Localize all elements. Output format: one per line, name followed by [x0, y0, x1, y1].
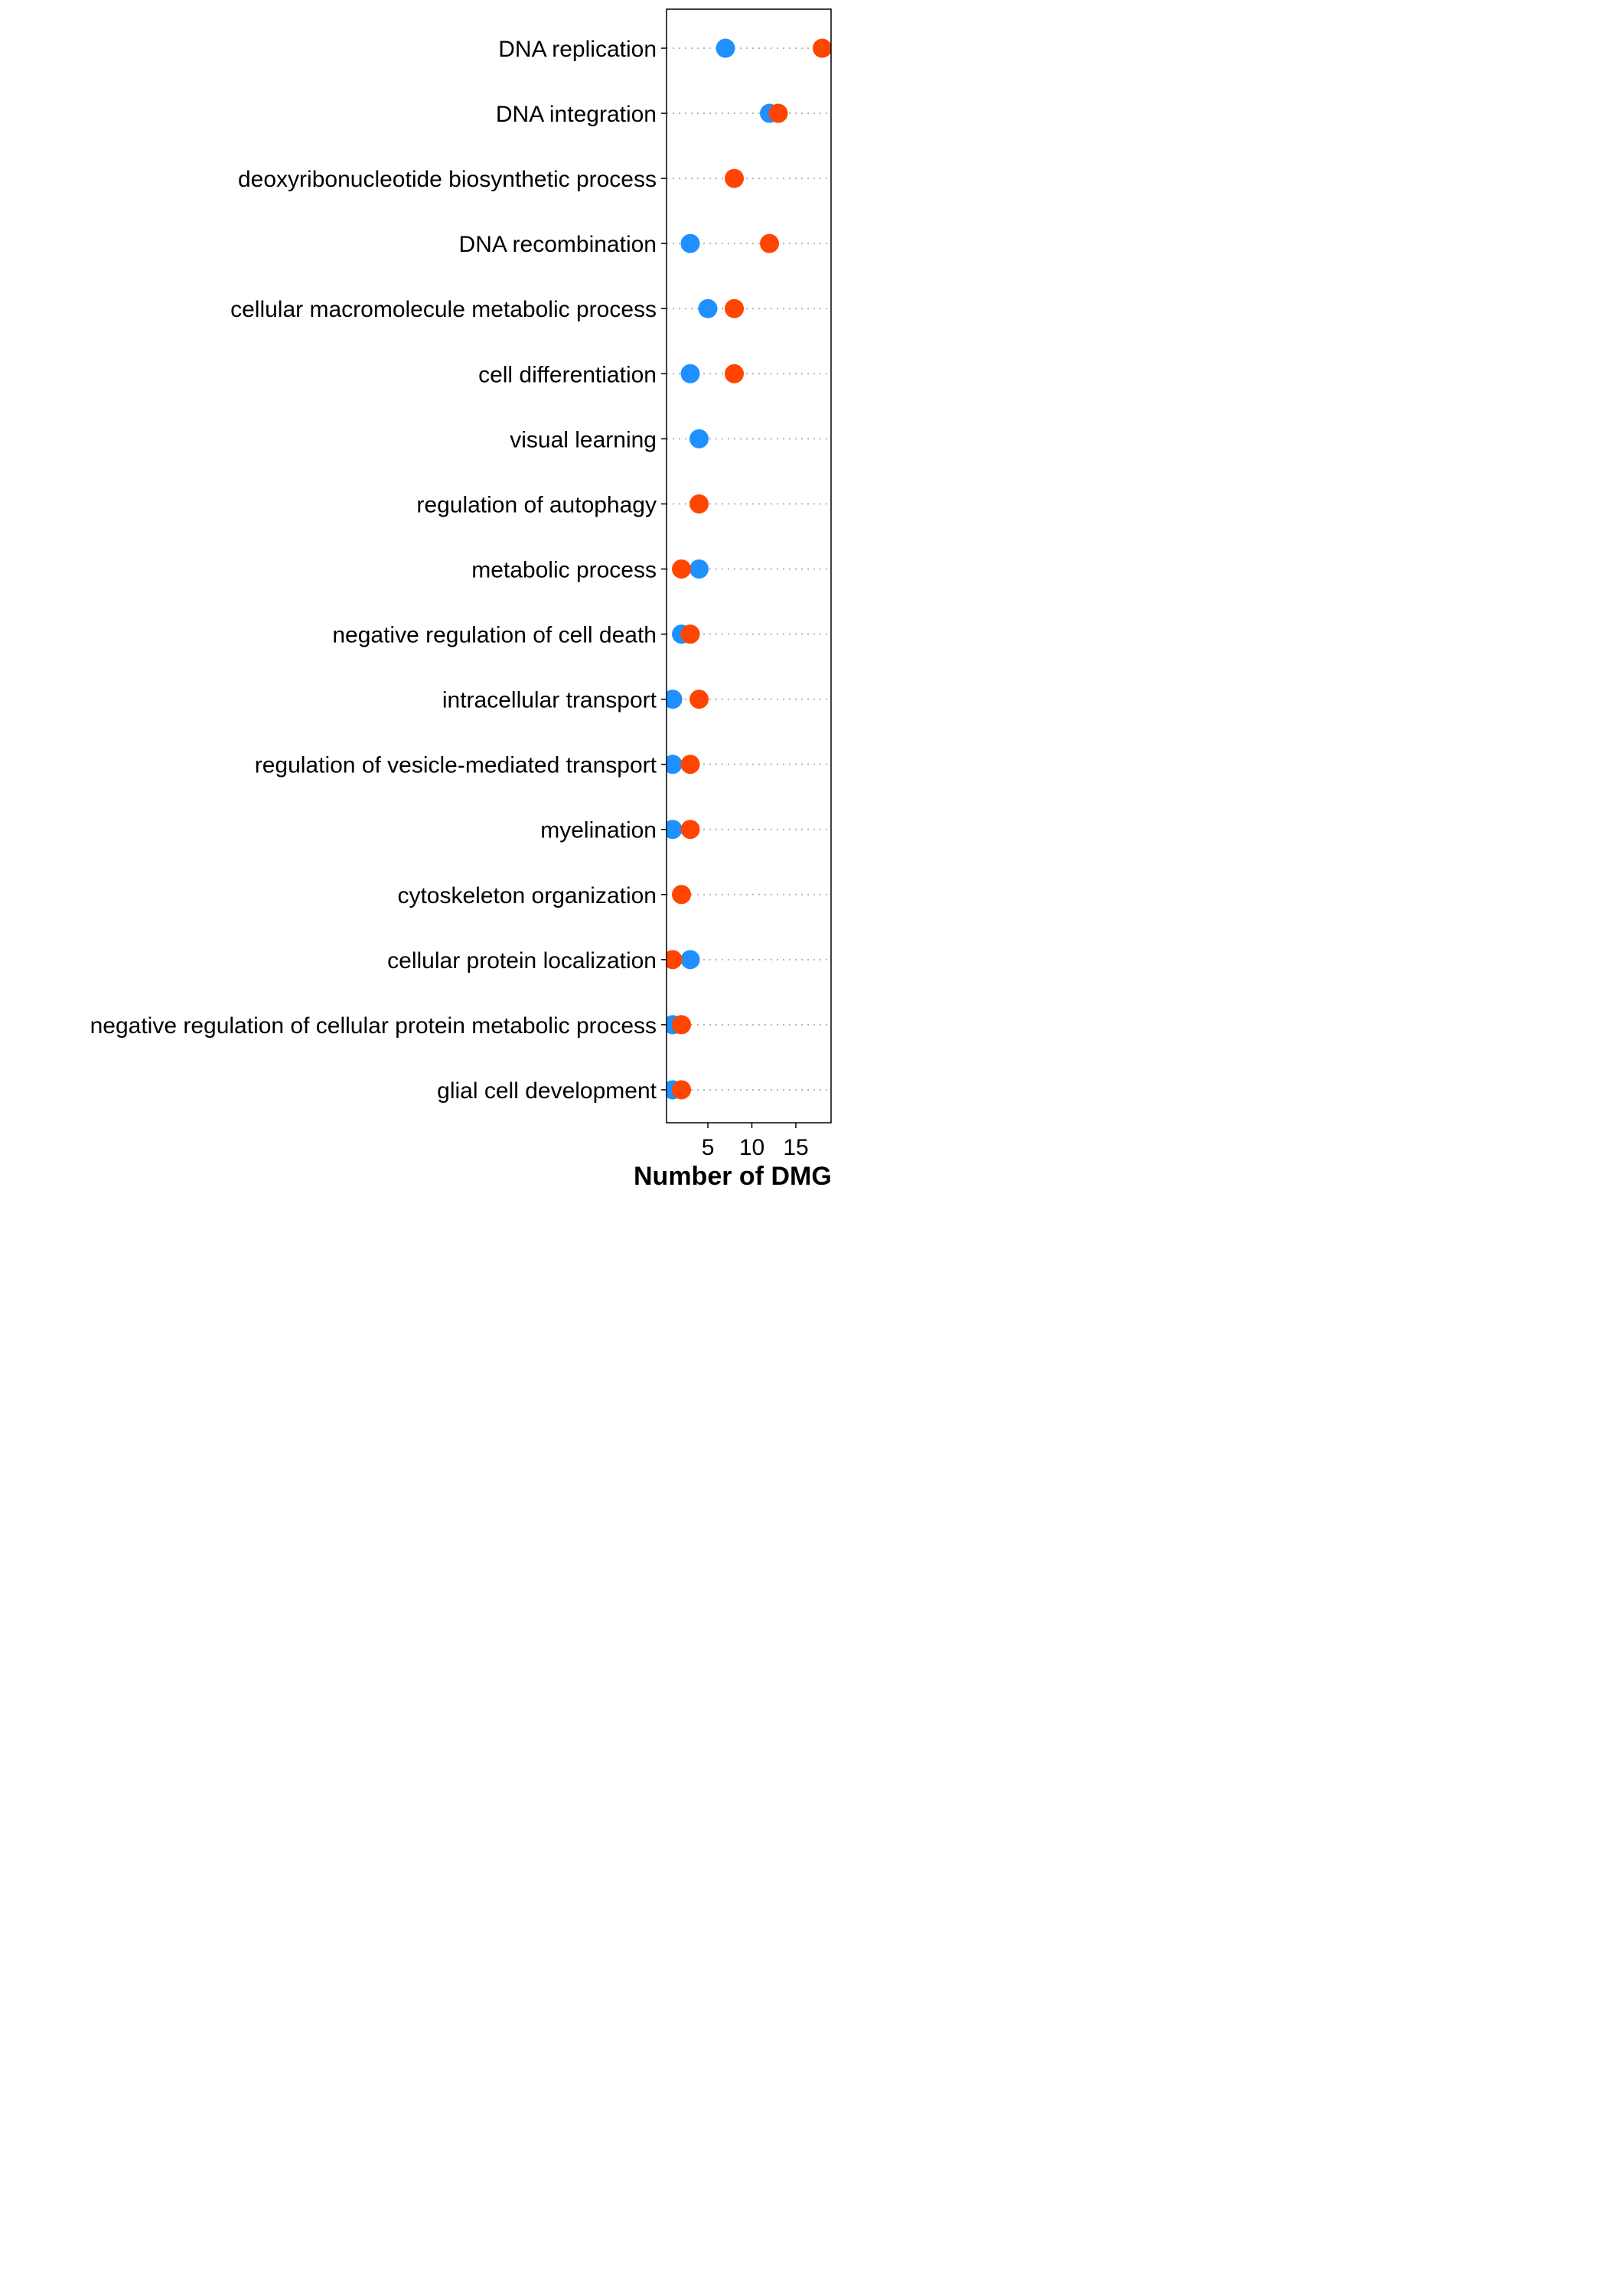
data-point	[672, 1080, 692, 1100]
data-point	[689, 690, 709, 709]
data-point	[725, 364, 745, 383]
data-point	[725, 298, 745, 318]
data-point	[680, 625, 700, 644]
category-label: DNA integration	[496, 102, 657, 127]
data-point	[667, 690, 683, 709]
data-point	[672, 1015, 692, 1035]
guide-lines	[661, 47, 831, 1091]
data-point	[672, 559, 692, 579]
category-label: visual learning	[510, 427, 657, 452]
data-point	[667, 755, 683, 775]
category-label: negative regulation of cellular protein …	[90, 1013, 657, 1039]
x-tick-label: 15	[783, 1135, 808, 1160]
category-label: cytoskeleton organization	[397, 883, 657, 908]
category-label: glial cell development	[437, 1078, 657, 1104]
data-point	[725, 168, 745, 188]
data-point	[680, 364, 700, 383]
category-label: regulation of autophagy	[416, 492, 657, 517]
category-label: deoxyribonucleotide biosynthetic process	[238, 167, 657, 192]
data-point	[667, 950, 683, 970]
x-tick-label: 5	[702, 1135, 715, 1160]
data-point	[680, 820, 700, 840]
plot-panel-border	[666, 8, 832, 1124]
category-label: cellular protein localization	[387, 948, 657, 974]
data-point	[689, 494, 709, 514]
data-point	[813, 38, 831, 58]
category-label: DNA replication	[498, 37, 657, 62]
x-axis: 5 10 15	[702, 1123, 809, 1160]
category-label: intracellular transport	[442, 688, 657, 713]
category-label: cellular macromolecule metabolic process	[230, 297, 657, 322]
data-points	[667, 38, 831, 1100]
data-point	[689, 559, 709, 579]
data-point	[715, 38, 735, 58]
data-point	[768, 103, 788, 123]
category-label: negative regulation of cell death	[332, 623, 657, 648]
category-label: DNA recombination	[459, 232, 657, 257]
category-label: regulation of vesicle-mediated transport	[255, 753, 657, 778]
x-tick-label: 10	[739, 1135, 764, 1160]
data-point	[698, 298, 718, 318]
data-point	[760, 233, 780, 253]
data-point	[667, 820, 683, 840]
category-label: metabolic process	[471, 557, 657, 582]
data-point	[672, 885, 692, 905]
data-point	[680, 950, 700, 970]
chart-svg: DNA replication DNA integration deoxyribon…	[90, 8, 832, 1191]
category-label: cell differentiation	[478, 362, 657, 387]
data-point	[680, 233, 700, 253]
category-labels: DNA replication DNA integration deoxyribon…	[90, 37, 657, 1104]
category-label: myelination	[540, 818, 657, 843]
data-point	[689, 429, 709, 448]
data-point	[680, 755, 700, 775]
dot-plot-chart: DNA replication DNA integration deoxyribon…	[0, 0, 842, 1225]
x-axis-title: Number of DMG	[634, 1162, 832, 1191]
